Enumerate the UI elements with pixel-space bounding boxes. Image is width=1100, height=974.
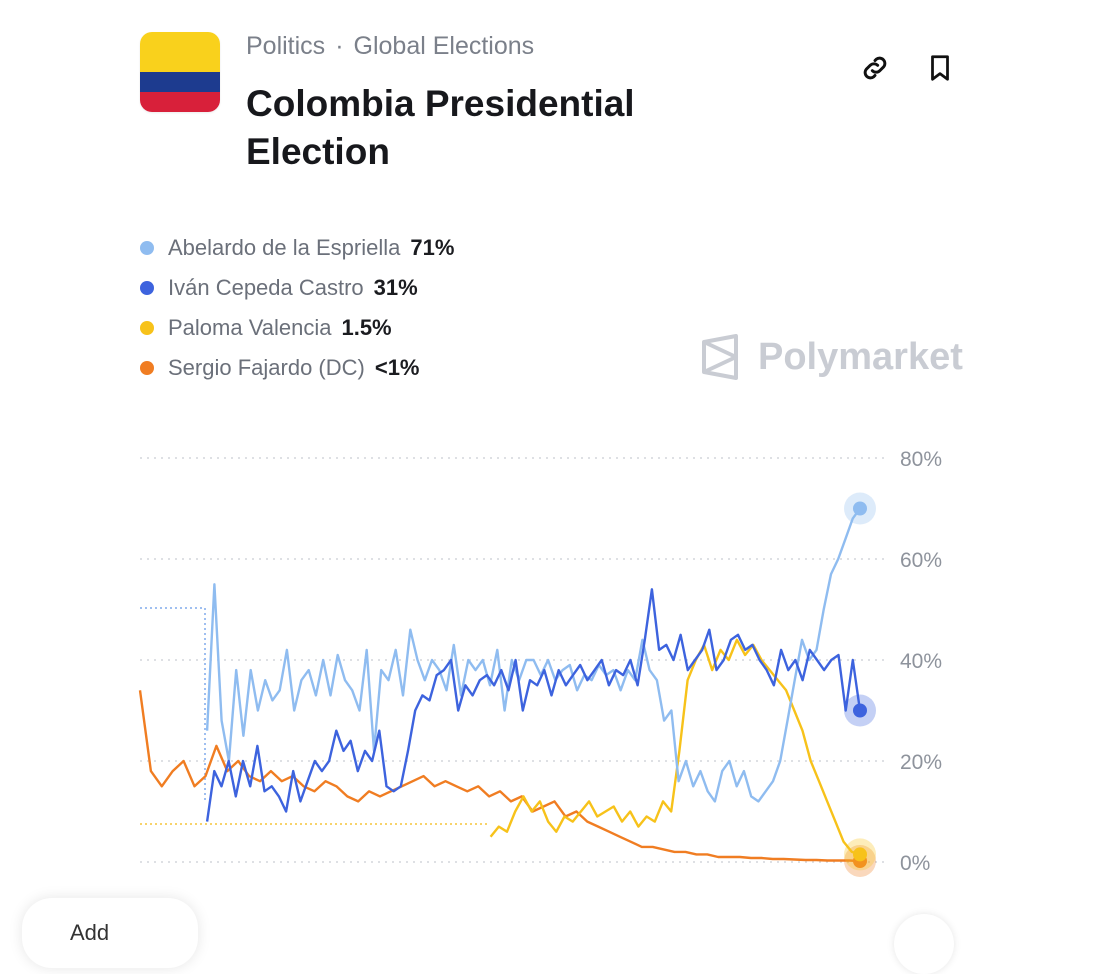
legend-name: Abelardo de la Espriella <box>168 235 401 260</box>
series-line <box>205 588 862 822</box>
legend-name: Paloma Valencia <box>168 315 332 340</box>
legend-dot <box>140 321 154 335</box>
legend-name: Iván Cepeda Castro <box>168 275 364 300</box>
series-endpoint <box>853 847 867 862</box>
series-endpoint <box>853 501 867 516</box>
series-line <box>489 638 861 856</box>
series-endpoint <box>853 703 867 718</box>
add-button[interactable]: Add <box>22 898 198 968</box>
polymarket-logo-icon <box>702 334 738 380</box>
legend-dot <box>140 241 154 255</box>
link-icon <box>863 56 887 80</box>
breadcrumb-global-elections[interactable]: Global Elections <box>353 32 535 60</box>
legend-name: Sergio Fajardo (DC) <box>168 355 365 380</box>
y-tick-label: 60% <box>900 549 942 572</box>
breadcrumb: Politics · Global Elections <box>246 32 534 61</box>
legend-item: Sergio Fajardo (DC) <1% <box>140 348 454 388</box>
y-tick-label: 80% <box>900 448 942 471</box>
colombia-flag-icon <box>140 32 220 112</box>
legend-value: <1% <box>374 355 420 380</box>
bookmark-button[interactable] <box>920 48 960 88</box>
y-tick-label: 0% <box>900 852 930 875</box>
copy-link-button[interactable] <box>855 48 895 88</box>
breadcrumb-politics[interactable]: Politics <box>246 32 326 60</box>
legend-value: 71% <box>410 235 455 260</box>
series-line <box>205 507 861 803</box>
y-tick-label: 20% <box>900 751 942 774</box>
add-button-label: Add <box>70 920 110 945</box>
line-chart: 80% 60% 40% 20% 0% <box>138 448 942 877</box>
legend-item: Iván Cepeda Castro 31% <box>140 268 454 308</box>
legend-item: Paloma Valencia 1.5% <box>140 308 454 348</box>
polymarket-watermark: Polymarket <box>700 334 963 380</box>
y-tick-label: 40% <box>900 650 942 673</box>
legend-dot <box>140 361 154 375</box>
legend-value: 1.5% <box>341 315 392 340</box>
chart-legend: Abelardo de la Espriella 71% Iván Cepeda… <box>140 228 454 388</box>
polymarket-wordmark: Polymarket <box>758 335 963 378</box>
breadcrumb-separator: · <box>335 32 344 60</box>
page-title: Colombia Presidential Election <box>246 83 635 172</box>
legend-value: 31% <box>373 275 418 300</box>
series-prehistory <box>140 607 206 800</box>
legend-dot <box>140 281 154 295</box>
series-line <box>138 690 861 863</box>
legend-item: Abelardo de la Espriella 71% <box>140 228 454 268</box>
floating-action-button[interactable] <box>894 914 954 974</box>
bookmark-icon <box>931 55 949 81</box>
